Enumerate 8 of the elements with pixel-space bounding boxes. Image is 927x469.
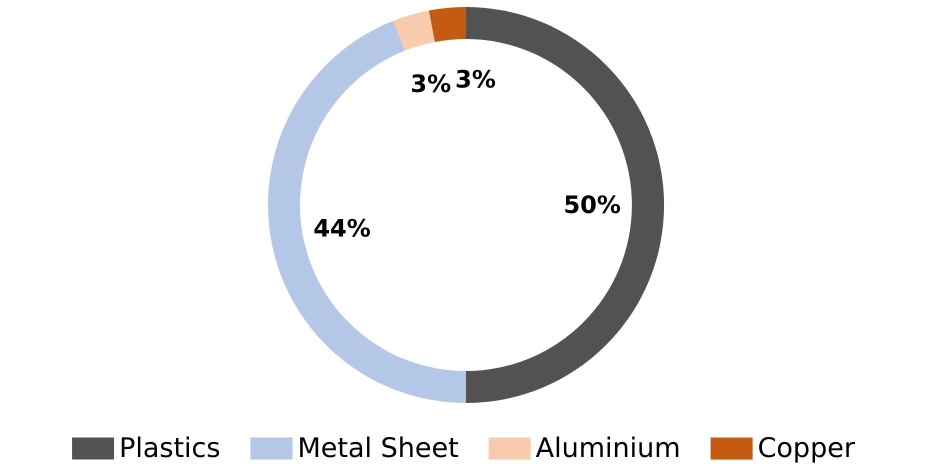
- legend-label: Copper: [758, 433, 856, 464]
- data-label: 3%: [410, 70, 452, 98]
- data-label: 3%: [455, 65, 496, 94]
- legend-label: Plastics: [119, 433, 220, 464]
- legend-label: Aluminium: [536, 433, 681, 464]
- legend-label: Metal Sheet: [297, 433, 459, 464]
- data-label: 50%: [563, 191, 621, 219]
- data-label: 44%: [313, 214, 371, 243]
